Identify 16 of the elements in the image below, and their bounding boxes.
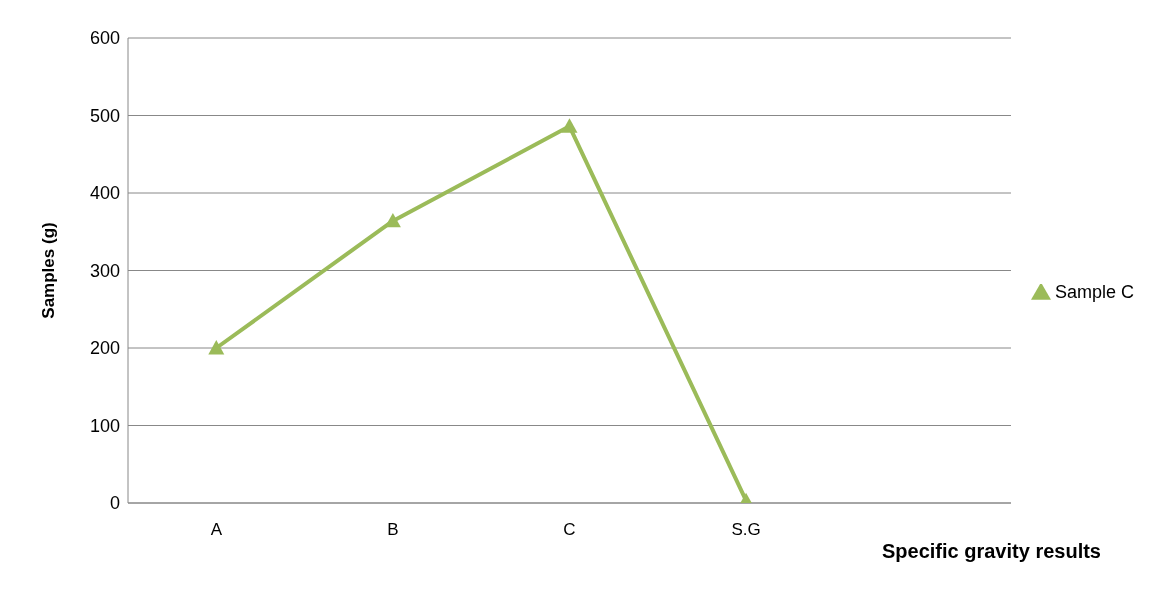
y-tick-label: 200	[89, 338, 120, 359]
y-tick-label: 500	[89, 105, 120, 126]
y-tick-label: 600	[89, 28, 120, 49]
x-tick-label: A	[210, 520, 223, 540]
legend-label: Sample C	[1054, 282, 1134, 303]
y-tick-label: 300	[89, 260, 120, 281]
x-axis-title: Specific gravity results	[881, 540, 1101, 562]
x-tick-label: B	[387, 520, 399, 540]
point	[561, 118, 578, 133]
y-tick-label: 100	[89, 415, 120, 436]
x-tick-label: S.G	[731, 520, 761, 540]
x-tick-label: C	[563, 520, 576, 540]
y-axis-title: Samples (g)	[39, 222, 59, 319]
y-tick-label: 0	[109, 493, 120, 514]
point	[208, 340, 225, 355]
y-tick-label: 400	[89, 183, 120, 204]
